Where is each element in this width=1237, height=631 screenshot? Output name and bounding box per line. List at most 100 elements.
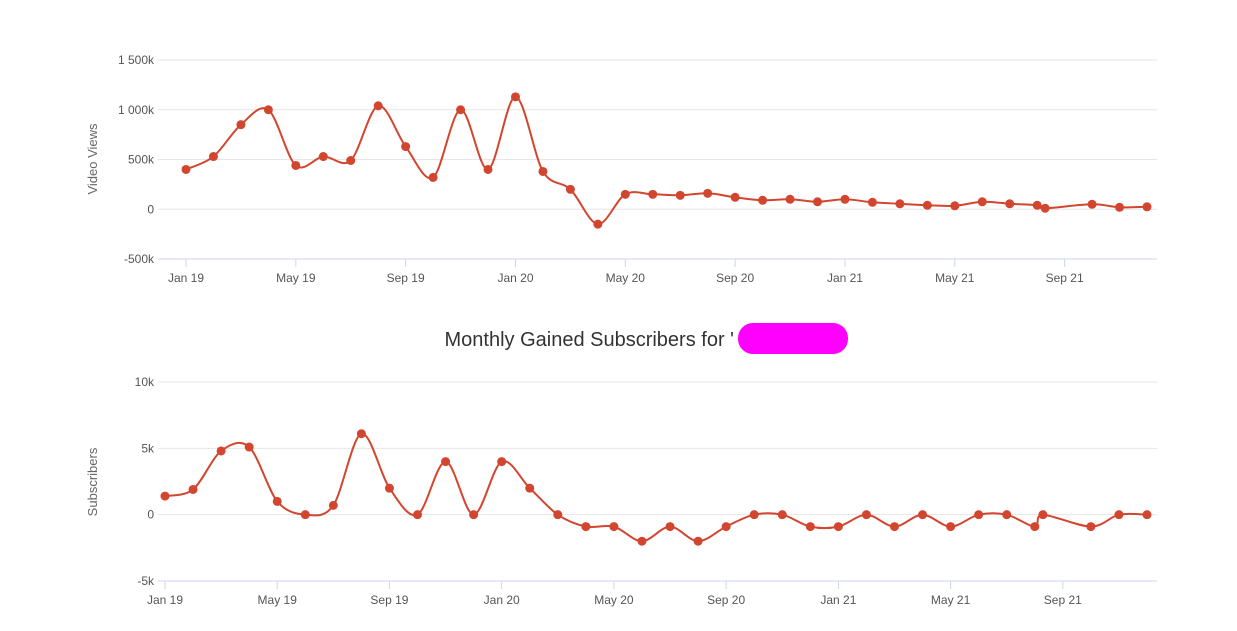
data-point[interactable] [974, 510, 984, 520]
data-point[interactable] [373, 101, 383, 111]
data-point[interactable] [318, 152, 328, 162]
data-point[interactable] [977, 197, 987, 207]
data-point[interactable] [946, 522, 956, 532]
data-point[interactable] [291, 160, 301, 170]
data-point[interactable] [648, 189, 658, 199]
data-point[interactable] [777, 510, 787, 520]
data-point[interactable] [208, 152, 218, 162]
data-point[interactable] [181, 164, 191, 174]
data-point[interactable] [730, 192, 740, 202]
data-point[interactable] [721, 522, 731, 532]
data-point[interactable] [620, 189, 630, 199]
data-point[interactable] [703, 188, 713, 198]
data-point[interactable] [922, 200, 932, 210]
data-point[interactable] [236, 120, 246, 130]
data-point[interactable] [441, 457, 451, 467]
data-point[interactable] [1002, 510, 1012, 520]
data-point[interactable] [346, 155, 356, 165]
data-point[interactable] [1086, 522, 1096, 532]
data-point[interactable] [889, 522, 899, 532]
x-tick-label: May 19 [258, 593, 298, 607]
data-point[interactable] [758, 195, 768, 205]
x-tick-label: Sep 20 [707, 593, 745, 607]
data-point[interactable] [785, 194, 795, 204]
x-axis: Jan 19 May 19 Sep 19 Jan 20 May 20 Sep 20 Jan … [168, 259, 1084, 285]
y-axis-title: Video Views [85, 123, 100, 195]
data-point[interactable] [553, 510, 563, 520]
data-point[interactable] [693, 536, 703, 546]
data-point[interactable] [216, 446, 226, 456]
x-tick-label: May 21 [935, 271, 975, 285]
data-point[interactable] [384, 483, 394, 493]
data-point[interactable] [328, 500, 338, 510]
data-point[interactable] [1114, 510, 1124, 520]
data-point[interactable] [1005, 199, 1015, 209]
y-axis: -500k 0 500k 1 000k 1 500k [118, 53, 155, 266]
data-point[interactable] [469, 510, 479, 520]
data-point[interactable] [510, 92, 520, 102]
data-point[interactable] [272, 496, 282, 506]
data-point[interactable] [867, 197, 877, 207]
data-point[interactable] [609, 522, 619, 532]
data-point[interactable] [1030, 522, 1040, 532]
data-point[interactable] [1115, 202, 1125, 212]
subscribers-chart: Monthly Gained Subscribers for ' Jan 19 M… [85, 323, 1157, 607]
data-point[interactable] [593, 219, 603, 229]
y-tick-label: 1 500k [118, 53, 155, 67]
data-point[interactable] [1142, 202, 1152, 212]
data-point[interactable] [300, 510, 310, 520]
video-views-chart: Jan 19 May 19 Sep 19 Jan 20 May 20 Sep 20 Jan … [85, 53, 1157, 285]
data-point[interactable] [160, 491, 170, 501]
x-tick-label: Sep 19 [387, 271, 425, 285]
x-tick-label: May 19 [276, 271, 316, 285]
data-point[interactable] [1038, 510, 1048, 520]
y-tick-label: 10k [135, 375, 155, 389]
data-point[interactable] [565, 184, 575, 194]
y-tick-label: -500k [124, 252, 155, 266]
x-tick-label: Jan 19 [168, 271, 204, 285]
data-point[interactable] [1087, 199, 1097, 209]
data-point[interactable] [428, 172, 438, 182]
series-line [185, 95, 1148, 226]
data-point[interactable] [749, 510, 759, 520]
data-point[interactable] [188, 484, 198, 494]
y-tick-label: 0 [147, 508, 154, 522]
data-point[interactable] [401, 142, 411, 152]
data-point[interactable] [861, 510, 871, 520]
data-point[interactable] [833, 522, 843, 532]
data-point[interactable] [456, 105, 466, 115]
data-point[interactable] [525, 483, 535, 493]
x-tick-label: May 20 [594, 593, 634, 607]
data-point[interactable] [637, 536, 647, 546]
data-point[interactable] [840, 194, 850, 204]
x-tick-label: Sep 19 [370, 593, 408, 607]
data-point[interactable] [1040, 203, 1050, 213]
data-point[interactable] [805, 522, 815, 532]
y-tick-label: 5k [141, 441, 155, 455]
data-point[interactable] [895, 199, 905, 209]
data-point[interactable] [413, 510, 423, 520]
data-point[interactable] [581, 522, 591, 532]
x-tick-label: Jan 21 [820, 593, 856, 607]
data-point[interactable] [918, 510, 928, 520]
y-tick-label: 1 000k [118, 103, 155, 117]
x-tick-label: May 21 [931, 593, 971, 607]
x-tick-label: Jan 21 [827, 271, 863, 285]
data-point[interactable] [665, 522, 675, 532]
data-point[interactable] [356, 429, 366, 439]
data-point[interactable] [244, 442, 254, 452]
data-point[interactable] [263, 105, 273, 115]
data-point[interactable] [950, 201, 960, 211]
x-tick-label: Sep 21 [1044, 593, 1082, 607]
data-point[interactable] [483, 164, 493, 174]
data-point[interactable] [497, 457, 507, 467]
y-axis-title: Subscribers [85, 447, 100, 516]
data-point[interactable] [675, 190, 685, 200]
y-tick-label: 500k [128, 153, 155, 167]
data-point[interactable] [1142, 510, 1152, 520]
data-point[interactable] [538, 166, 548, 176]
data-point[interactable] [813, 197, 823, 207]
data-point[interactable] [1032, 200, 1042, 210]
x-tick-label: Jan 20 [497, 271, 533, 285]
